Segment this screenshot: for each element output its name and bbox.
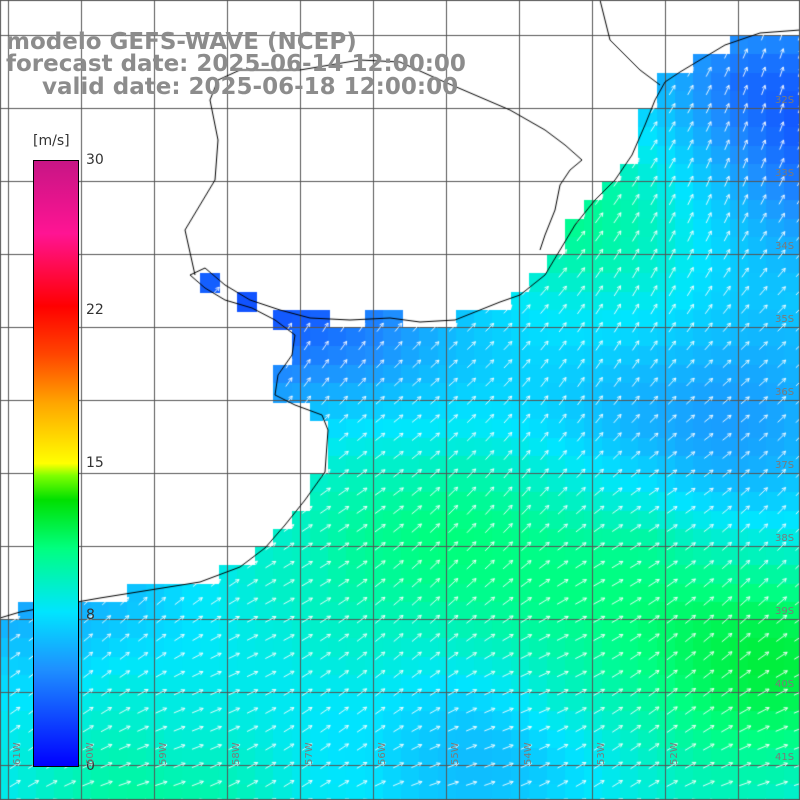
lon-label: 56W — [377, 742, 388, 765]
colorbar-tick-22: 22 — [86, 302, 104, 318]
lat-label: 33S — [775, 168, 795, 179]
lat-label: 35S — [775, 314, 795, 325]
lon-label: 53W — [596, 742, 607, 765]
lon-label: 60W — [85, 742, 96, 765]
lon-label: 61W — [12, 742, 23, 765]
lon-label: 54W — [523, 742, 534, 765]
valid-date: valid date: 2025-06-18 12:00:00 — [42, 74, 459, 100]
lon-label: 57W — [304, 742, 315, 765]
colorbar-unit: [m/s] — [33, 133, 70, 149]
colorbar-tick-15: 15 — [86, 455, 104, 471]
lon-label: 55W — [450, 742, 461, 765]
lon-label: 52W — [669, 742, 680, 765]
forecast-date: forecast date: 2025-06-14 12:00:00 — [6, 51, 466, 77]
model-title: modelo GEFS-WAVE (NCEP) — [6, 29, 357, 55]
colorbar-tick-8: 8 — [86, 607, 95, 623]
colorbar-tick-30: 30 — [86, 152, 104, 168]
lon-label: 58W — [231, 742, 242, 765]
lat-label: 37S — [775, 460, 795, 471]
colorbar — [33, 160, 79, 767]
lat-label: 41S — [775, 752, 795, 763]
lon-label: 59W — [158, 742, 169, 765]
lat-label: 38S — [775, 533, 795, 544]
lat-label: 32S — [775, 95, 795, 106]
colorbar-tick-0: 0 — [86, 758, 95, 774]
lat-label: 40S — [775, 679, 795, 690]
lat-label: 36S — [775, 387, 795, 398]
lat-label: 39S — [775, 606, 795, 617]
lat-label: 34S — [775, 241, 795, 252]
